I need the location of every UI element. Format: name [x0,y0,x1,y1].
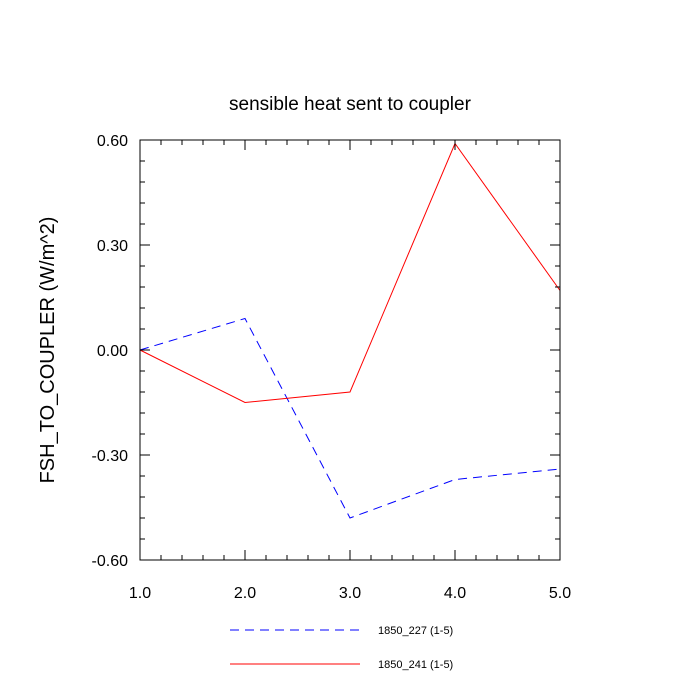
y-tick-label: -0.60 [92,553,129,570]
x-tick-label: 2.0 [234,585,256,602]
y-tick-label: -0.30 [92,448,129,465]
y-tick-label: 0.60 [97,133,128,150]
legend-label-0: 1850_227 (1-5) [378,625,453,637]
chart-title: sensible heat sent to coupler [229,94,472,115]
x-tick-label: 1.0 [129,585,151,602]
series-layer [139,142,561,519]
axis-ticks: 1.0 2.0 3.0 4.0 5.0 -0.60 -0.30 0.00 0.30 0.60 [92,133,572,602]
x-tick-label: 3.0 [339,585,361,602]
legend: 1850_227 (1-5) 1850_241 (1-5) [230,625,453,671]
y-tick-label: 0.00 [97,343,128,360]
x-tick-label: 4.0 [444,585,466,602]
series-line-0 [139,317,561,519]
legend-label-1: 1850_241 (1-5) [378,659,453,671]
y-tick-label: 0.30 [97,238,128,255]
x-tick-label: 5.0 [549,585,571,602]
y-axis-label: FSH_TO_COUPLER (W/m^2) [37,217,59,484]
series-line-1 [139,142,561,404]
